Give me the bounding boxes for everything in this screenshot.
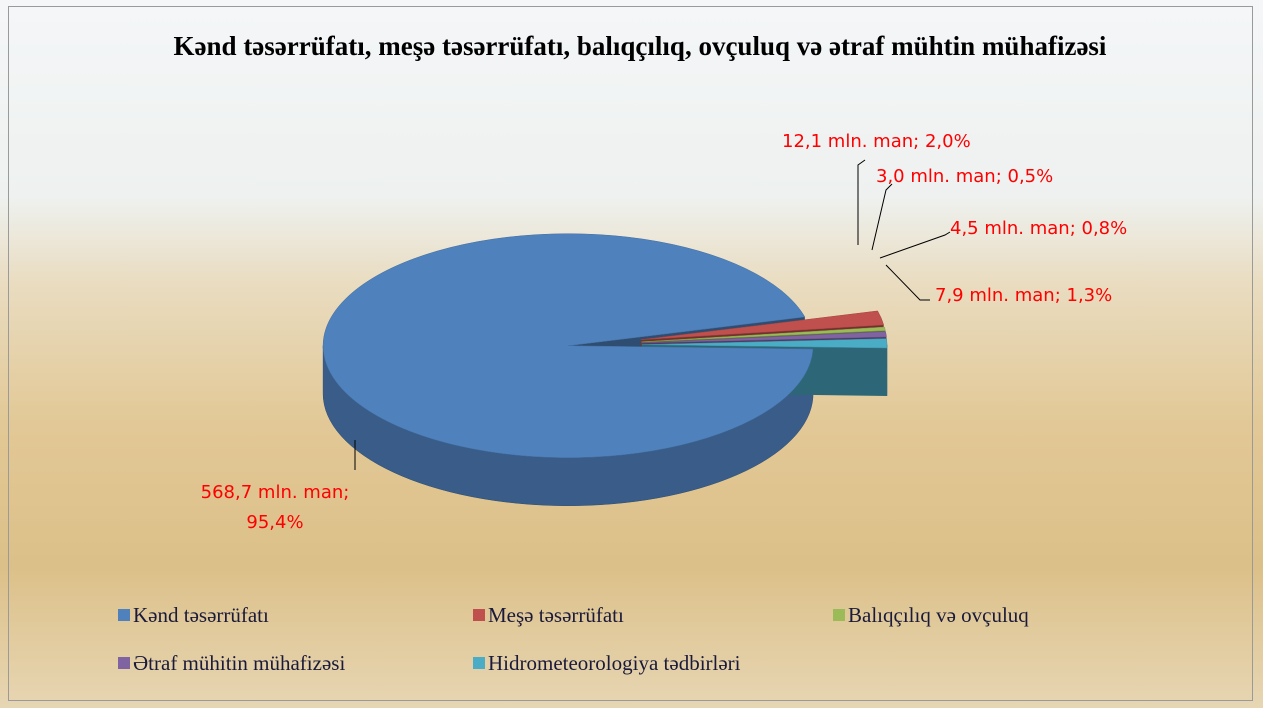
data-label: 568,7 mln. man; 95,4% [195,478,355,538]
leader-line [872,184,892,250]
legend-swatch [118,609,130,621]
legend-item: Balıqçılıq və ovçuluq [833,603,1029,628]
data-label: 3,0 mln. man; 0,5% [876,166,1053,187]
legend-label: Kənd təsərrüfatı [133,603,269,627]
data-label: 7,9 mln. man; 1,3% [935,285,1112,306]
legend-swatch [473,609,485,621]
legend-item: Ətraf mühitin mühafizəsi [118,651,345,676]
data-label: 12,1 mln. man; 2,0% [782,131,971,152]
legend-swatch [473,657,485,669]
leader-line [858,160,865,245]
legend-item: Hidrometeorologiya tədbirləri [473,651,741,676]
legend-swatch [833,609,845,621]
leader-line [880,232,950,258]
legend-label: Meşə təsərrüfatı [488,603,624,627]
chart-title: Kənd təsərrüfatı, meşə təsərrüfatı, balı… [150,30,1130,62]
legend-label: Hidrometeorologiya tədbirləri [488,651,741,675]
chart [0,0,1263,708]
legend-label: Balıqçılıq və ovçuluq [848,603,1029,627]
page: Kənd təsərrüfatı, meşə təsərrüfatı, balı… [0,0,1263,708]
legend-item: Meşə təsərrüfatı [473,603,624,628]
legend-item: Kənd təsərrüfatı [118,603,269,628]
legend-swatch [118,657,130,669]
legend-label: Ətraf mühitin mühafizəsi [133,651,345,675]
data-label: 4,5 mln. man; 0,8% [950,218,1127,239]
leader-line [886,265,930,300]
